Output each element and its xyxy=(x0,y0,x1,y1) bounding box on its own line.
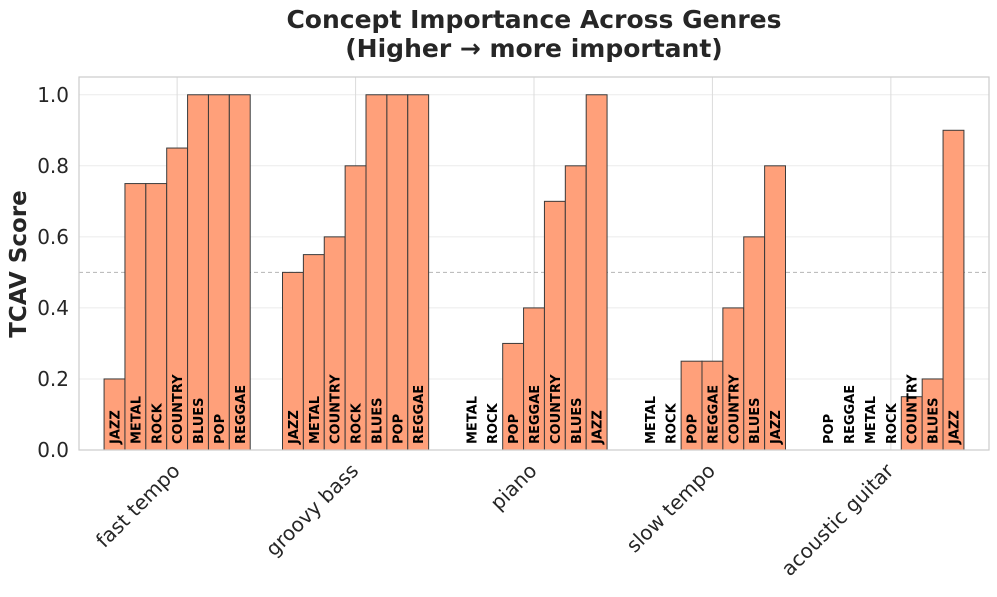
bar-label: JAZZ xyxy=(947,410,962,445)
y-tick-label: 0.8 xyxy=(37,154,69,178)
bar-label: METAL xyxy=(864,396,879,444)
bar-label: POP xyxy=(686,414,701,444)
bar-label: POP xyxy=(822,414,837,444)
bar-label: BLUES xyxy=(570,397,585,444)
bar-label: BLUES xyxy=(927,397,942,444)
bar-label: COUNTRY xyxy=(727,374,742,444)
y-tick-label: 1.0 xyxy=(37,83,69,107)
bar-label: POP xyxy=(391,414,406,444)
bar-label: REGGAE xyxy=(412,385,427,444)
bar-label: JAZZ xyxy=(109,410,124,445)
bar-label: REGGAE xyxy=(528,385,543,444)
plot-border xyxy=(78,76,990,451)
x-tick-label: fast tempo xyxy=(91,459,185,553)
chart-title-line-1: Concept Importance Across Genres xyxy=(286,5,781,34)
bar-label: ROCK xyxy=(350,402,365,444)
y-tick-label: 0.6 xyxy=(37,225,69,249)
y-tick-label: 0.0 xyxy=(37,438,69,462)
bar-label: BLUES xyxy=(370,397,385,444)
x-tick-label: slow tempo xyxy=(621,459,720,558)
y-axis-label: TCAV Score xyxy=(6,190,32,338)
bar-label: METAL xyxy=(129,396,144,444)
y-tick-label: 0.4 xyxy=(37,296,69,320)
bar-label: COUNTRY xyxy=(906,374,921,444)
bar-label: COUNTRY xyxy=(329,374,344,444)
bar xyxy=(585,94,608,451)
bar-label: COUNTRY xyxy=(171,374,186,444)
bar-label: REGGAE xyxy=(234,385,249,444)
bar-label: COUNTRY xyxy=(549,374,564,444)
plot-area: 0.0 0.2 0.4 0.6 0.8 1.0 JAZZ METAL ROCK COUNTRY BL… xyxy=(37,76,990,581)
x-tick-label: piano xyxy=(485,459,541,515)
bar xyxy=(942,129,965,451)
bar xyxy=(207,94,230,451)
bar-label: JAZZ xyxy=(287,410,302,445)
x-tick-label: groovy bass xyxy=(261,459,363,561)
bar-label: BLUES xyxy=(748,397,763,444)
bar-label: JAZZ xyxy=(769,410,784,445)
bar-label: METAL xyxy=(465,396,480,444)
bar xyxy=(764,165,786,451)
bar xyxy=(386,94,409,451)
bar xyxy=(365,94,388,451)
bar xyxy=(187,94,209,451)
bar-label: REGGAE xyxy=(843,385,858,444)
y-tick-label: 0.2 xyxy=(37,367,69,391)
bar-label: METAL xyxy=(644,396,659,444)
chart-title-line-2: (Higher → more important) xyxy=(345,34,722,63)
bar-label: ROCK xyxy=(665,402,680,444)
bar-label: JAZZ xyxy=(591,410,606,445)
bar-label: REGGAE xyxy=(706,385,721,444)
bar-label: ROCK xyxy=(486,402,501,444)
x-tick-label: acoustic guitar xyxy=(776,458,899,581)
bar-label: BLUES xyxy=(192,397,207,444)
bar-label: ROCK xyxy=(885,402,900,444)
bar-label: POP xyxy=(213,414,228,444)
bar-label: ROCK xyxy=(150,402,165,444)
bar-label: POP xyxy=(507,414,522,444)
bar-label: METAL xyxy=(308,396,323,444)
